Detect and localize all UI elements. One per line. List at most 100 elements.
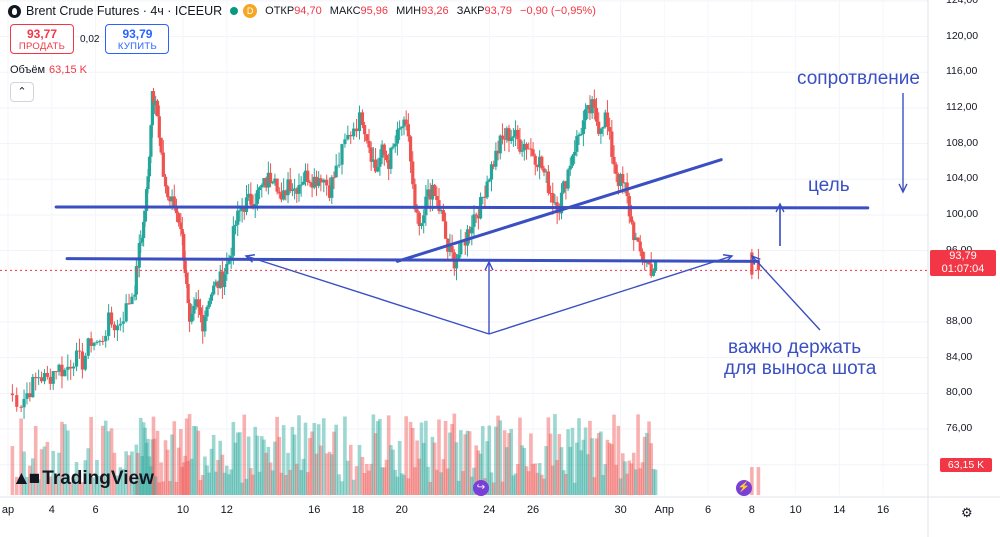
volume-bar xyxy=(86,448,91,495)
tradingview-mark-icon: ▲■ xyxy=(12,468,40,489)
volume-bar xyxy=(470,476,474,495)
volume-bar xyxy=(198,479,203,495)
volume-bar xyxy=(629,463,634,495)
candle-body xyxy=(548,192,553,194)
event-marker-icon[interactable]: ↪ xyxy=(473,480,489,496)
candle-body xyxy=(448,246,452,252)
volume-bar xyxy=(487,425,492,495)
gear-icon[interactable]: ⚙ xyxy=(961,505,973,520)
x-tick-label: 16 xyxy=(876,504,890,516)
volume-bar xyxy=(284,474,288,495)
volume-bar xyxy=(645,432,649,495)
volume-bar xyxy=(159,462,163,495)
volume-bar xyxy=(566,429,570,495)
volume-bar xyxy=(511,475,516,495)
candle-body xyxy=(149,125,153,157)
candle-body xyxy=(182,233,186,261)
volume-bar xyxy=(599,431,603,495)
sell-button[interactable]: 93,77 ПРОДАТЬ xyxy=(10,24,74,54)
candle-body xyxy=(605,112,610,128)
volume-bar xyxy=(249,468,253,495)
candle-body xyxy=(271,182,275,184)
volume-bar xyxy=(51,450,56,495)
candle-body xyxy=(80,351,84,370)
candle-body xyxy=(288,179,292,192)
volume-bar xyxy=(430,436,435,495)
candle-body xyxy=(437,200,441,212)
x-tick-label: 16 xyxy=(308,504,321,516)
volume-bar xyxy=(303,422,308,495)
candle-body xyxy=(411,161,415,185)
volume-bar xyxy=(445,468,450,495)
volume-bar xyxy=(279,472,284,495)
candle-body xyxy=(498,135,502,154)
candle-body xyxy=(494,150,498,167)
candle-body xyxy=(586,105,590,110)
candle-body xyxy=(330,177,334,198)
candle-body xyxy=(363,125,367,135)
volume-bar xyxy=(627,460,632,495)
volume-bar xyxy=(229,469,233,495)
candle-body xyxy=(207,300,211,307)
candle-body xyxy=(426,189,430,197)
candle-body xyxy=(616,173,620,186)
volume-bar xyxy=(360,456,365,495)
volume-bar xyxy=(367,470,371,495)
volume-bar xyxy=(380,467,384,495)
candle-body xyxy=(439,210,443,212)
volume-bar xyxy=(428,481,433,495)
candle-body xyxy=(312,176,316,188)
volume-bar xyxy=(417,458,422,495)
candle-body xyxy=(531,149,535,156)
candle-body xyxy=(507,128,511,142)
candle-body xyxy=(651,270,656,276)
volume-bar xyxy=(218,440,223,495)
volume-legend: Объём 63,15 K xyxy=(10,64,87,76)
candle-body xyxy=(143,210,147,222)
candle-body xyxy=(142,221,146,238)
x-tick-label: 24 xyxy=(483,504,496,516)
volume-bar xyxy=(634,469,638,495)
candle-body xyxy=(155,100,160,117)
volume-bar xyxy=(500,481,505,495)
x-tick-label: 10 xyxy=(176,504,190,516)
candle-body xyxy=(465,229,470,246)
market-open-icon xyxy=(230,7,239,15)
volume-bar xyxy=(544,446,548,495)
volume-bar xyxy=(518,417,522,495)
volume-bar xyxy=(137,477,142,495)
candle-body xyxy=(196,299,200,308)
y-tick-label: 116,00 xyxy=(946,65,978,78)
volume-bar xyxy=(402,474,406,495)
volume-bar xyxy=(496,415,500,495)
candle-body xyxy=(557,212,561,214)
candle-body xyxy=(134,266,138,295)
x-tick-label: 4 xyxy=(48,504,55,516)
candle-body xyxy=(398,128,402,130)
volume-bar xyxy=(509,428,513,495)
volume-bar xyxy=(529,433,533,495)
volume-bar xyxy=(98,475,102,495)
volume-bar xyxy=(371,414,376,495)
event-marker-icon[interactable]: ⚡ xyxy=(736,480,752,496)
candle-body xyxy=(161,152,165,177)
candle-body xyxy=(597,121,601,134)
candle-body xyxy=(520,150,524,152)
volume-bar xyxy=(450,423,454,495)
x-tick-label: 10 xyxy=(789,504,802,516)
candle-body xyxy=(516,129,520,140)
volume-bar xyxy=(68,481,73,495)
candle-body xyxy=(264,177,268,188)
volume-bar xyxy=(354,466,359,495)
volume-bar xyxy=(54,476,58,495)
candle-body xyxy=(34,376,38,379)
symbol-title[interactable]: Brent Crude Futures · 4ч · ICEEUR xyxy=(26,4,223,18)
arrow-target-up-head-head xyxy=(775,202,785,213)
candle-body xyxy=(290,189,295,192)
candle-body xyxy=(538,156,542,168)
y-tick-label: 124,00 xyxy=(946,0,978,6)
buy-button[interactable]: 93,79 КУПИТЬ xyxy=(105,24,170,54)
candle-body xyxy=(150,91,154,126)
chevron-up-icon[interactable]: ⌃ xyxy=(10,82,34,102)
